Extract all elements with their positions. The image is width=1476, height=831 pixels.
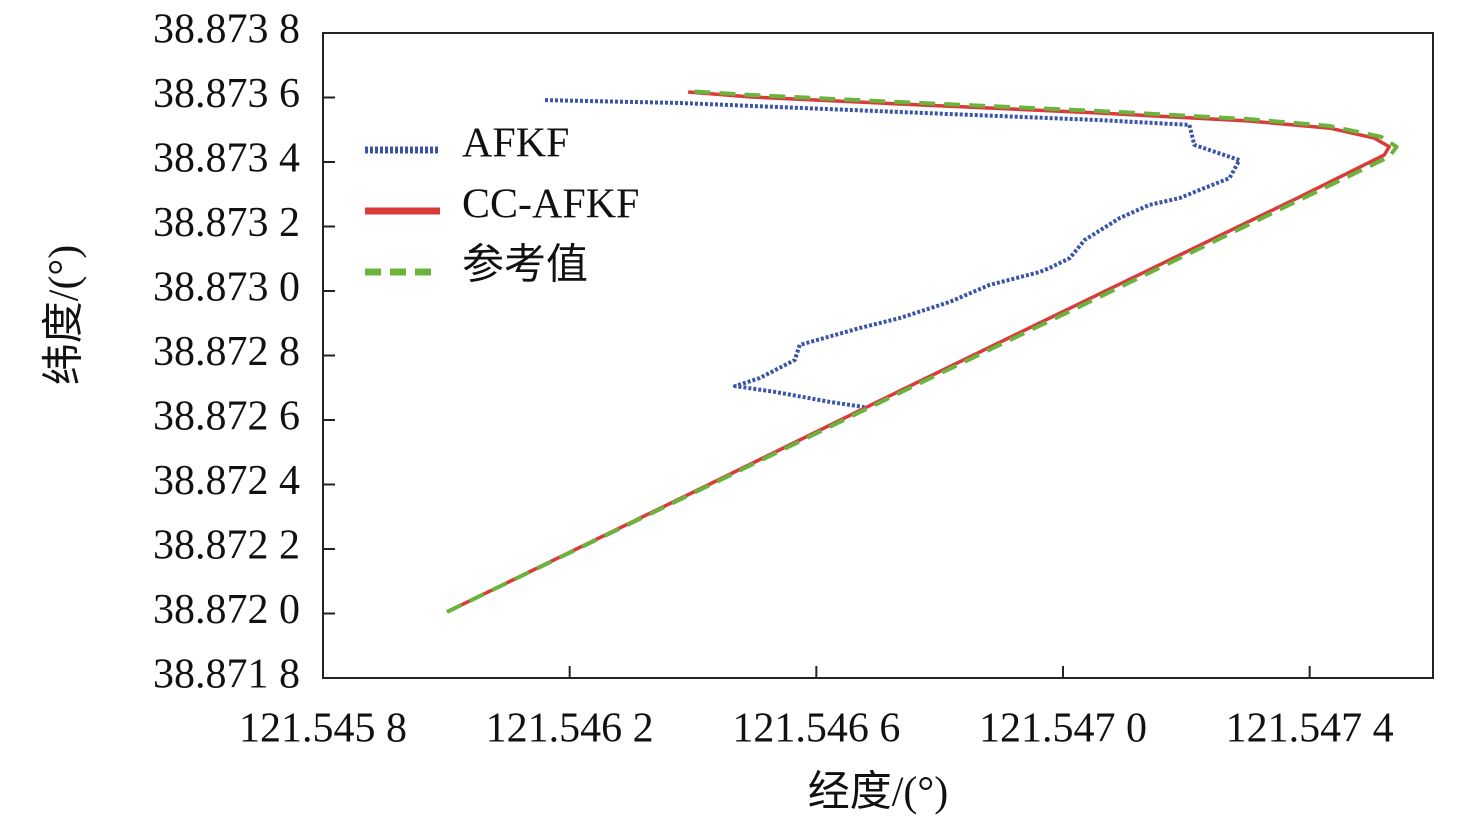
series-line	[446, 89, 1399, 614]
x-tick-label: 121.546 2	[486, 706, 654, 752]
series-line	[544, 98, 1242, 410]
y-tick-label: 38.872 2	[153, 523, 300, 569]
legend-label: 参考值	[462, 242, 588, 289]
y-tick-label: 38.873 4	[153, 136, 300, 182]
x-tick-label: 121.547 0	[979, 706, 1147, 752]
y-tick-label: 38.872 0	[153, 587, 300, 633]
y-tick-label: 38.872 8	[153, 329, 300, 375]
y-tick-label: 38.873 6	[153, 71, 300, 117]
x-tick-label: 121.546 6	[732, 706, 900, 752]
x-tick-label: 121.545 8	[239, 706, 407, 752]
y-tick-label: 38.871 8	[153, 652, 300, 698]
y-tick-label: 38.872 4	[153, 458, 300, 504]
y-tick-label: 38.873 2	[153, 200, 300, 246]
series-line	[446, 90, 1391, 614]
legend-label: AFKF	[462, 121, 569, 167]
y-tick-label: 38.873 8	[153, 7, 300, 53]
y-tick-label: 38.873 0	[153, 265, 300, 311]
y-tick-label: 38.872 6	[153, 394, 300, 440]
y-axis-title: 纬度/(°)	[42, 245, 88, 385]
x-tick-label: 121.547 4	[1226, 706, 1394, 752]
x-axis-title: 经度/(°)	[808, 770, 948, 816]
legend-label: CC-AFKF	[462, 182, 639, 228]
